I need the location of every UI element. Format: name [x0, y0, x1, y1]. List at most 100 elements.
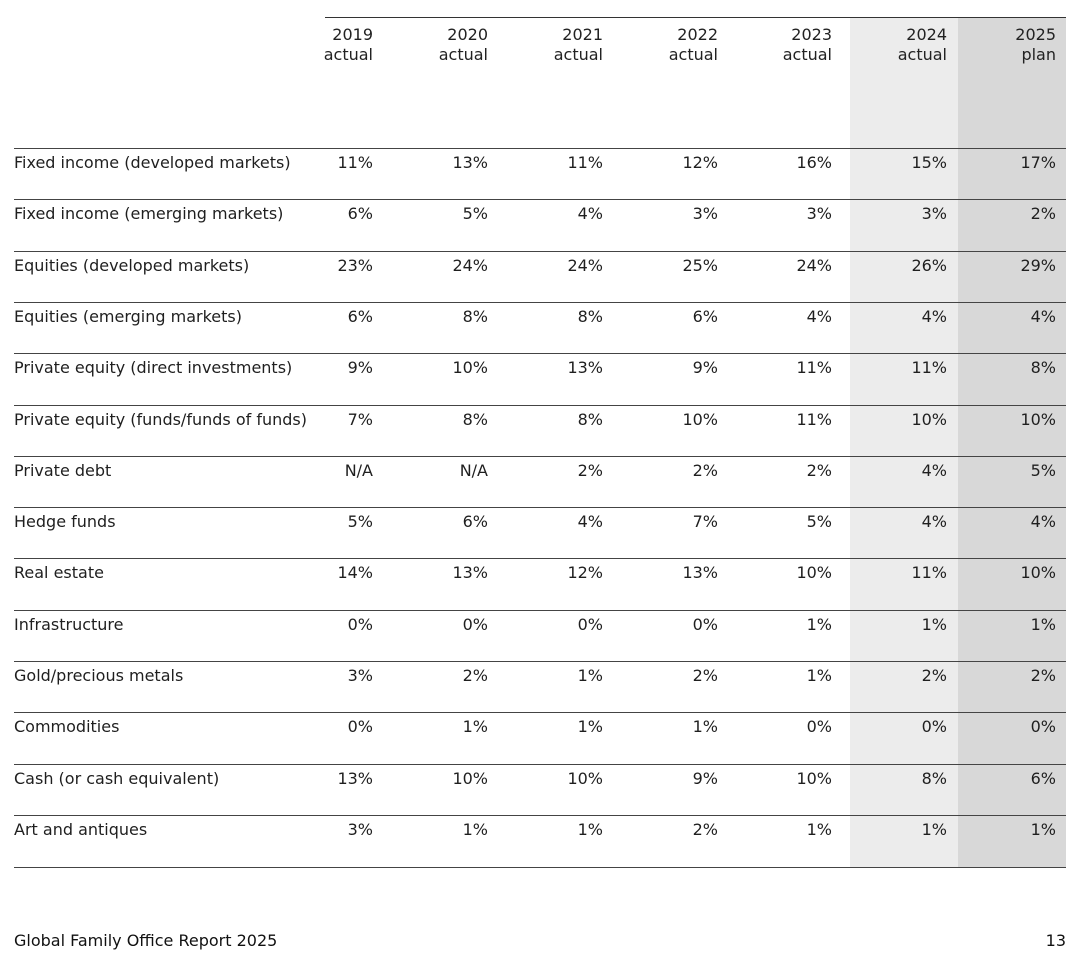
- table-cell: 26%: [911, 255, 947, 275]
- table-cell: 13%: [452, 153, 488, 172]
- column-header-2021: 2021 actual: [523, 25, 603, 65]
- column-header-2024: 2024 actual: [867, 25, 947, 65]
- column-header-kind: actual: [438, 45, 488, 64]
- table-cell: 29%: [1020, 255, 1056, 275]
- table-row: Hedge funds 5% 6% 4% 7% 5% 4% 4%: [14, 507, 1066, 559]
- table-cell: N/A: [459, 460, 488, 480]
- column-header-year: 2019: [332, 25, 373, 44]
- table-cell: 25%: [682, 255, 718, 275]
- column-header-year: 2023: [791, 25, 832, 44]
- column-header-year: 2024: [906, 25, 947, 44]
- table-cell: 0%: [692, 614, 718, 634]
- table-row: Commodities 0% 1% 1% 1% 0% 0% 0%: [14, 712, 1066, 764]
- column-header-kind: actual: [553, 45, 603, 64]
- table-cell: 1%: [577, 717, 603, 737]
- table-cell: 0%: [347, 717, 373, 737]
- row-label: Art and antiques: [14, 819, 148, 839]
- table-cell: 11%: [796, 409, 832, 429]
- table-cell: 2%: [806, 460, 832, 480]
- table-cell: 13%: [452, 563, 488, 583]
- table-cell: 1%: [462, 819, 488, 839]
- table-cell: 24%: [796, 255, 832, 275]
- table-cell: 0%: [347, 614, 373, 634]
- table-cell: 6%: [1030, 768, 1056, 788]
- table-cell: 4%: [921, 512, 947, 532]
- table-cell: 1%: [462, 717, 488, 737]
- table-cell: 16%: [796, 153, 832, 172]
- table-row: Gold/precious metals 3% 2% 1% 2% 1% 2% 2%: [14, 661, 1066, 713]
- report-title: Global Family Office Report 2025: [14, 931, 278, 950]
- column-shade-2025: [958, 18, 1066, 868]
- table-cell: 6%: [692, 306, 718, 326]
- table-cell: 5%: [806, 512, 832, 532]
- table-cell: 8%: [462, 409, 488, 429]
- table-cell: 4%: [577, 512, 603, 532]
- table-cell: 11%: [911, 358, 947, 378]
- table-row: Private debt N/A N/A 2% 2% 2% 4% 5%: [14, 455, 1066, 508]
- table-cell: 11%: [911, 563, 947, 583]
- allocation-table: 2019 actual 2020 actual 2021 actual 2022 actual…: [14, 17, 1066, 868]
- table-cell: 10%: [452, 768, 488, 788]
- table-cell: 3%: [347, 819, 373, 839]
- row-label: Equities (emerging markets): [14, 306, 242, 326]
- table-cell: 8%: [1030, 358, 1056, 378]
- table-cell: 11%: [796, 358, 832, 378]
- row-label: Fixed income (emerging markets): [14, 204, 284, 224]
- table-cell: 10%: [1020, 409, 1056, 429]
- table-cell: 7%: [692, 512, 718, 532]
- table-cell: 1%: [577, 666, 603, 685]
- row-label: Private debt: [14, 460, 112, 480]
- table-cell: 9%: [347, 358, 373, 378]
- table-cell: 6%: [347, 204, 373, 224]
- row-label: Infrastructure: [14, 614, 124, 634]
- table-cell: 10%: [911, 409, 947, 429]
- table-row: Art and antiques 3% 1% 1% 2% 1% 1% 1%: [14, 814, 1066, 868]
- table-cell: 0%: [577, 614, 603, 634]
- table-cell: 2%: [577, 460, 603, 480]
- table-cell: 17%: [1020, 153, 1056, 172]
- row-label: Gold/precious metals: [14, 666, 184, 685]
- table-cell: 3%: [692, 204, 718, 224]
- table-cell: 13%: [567, 358, 603, 378]
- table-cell: 6%: [347, 306, 373, 326]
- table-cell: 5%: [1030, 460, 1056, 480]
- table-row: Private equity (direct investments) 9% 10%…: [14, 353, 1066, 405]
- table-cell: 0%: [1030, 717, 1056, 737]
- column-shade-2024: [850, 18, 958, 868]
- table-row: Equities (emerging markets) 6% 8% 8% 6% 4% 4% 4…: [14, 301, 1066, 354]
- row-label: Cash (or cash equivalent): [14, 768, 220, 788]
- row-label: Private equity (funds/funds of funds): [14, 409, 307, 429]
- table-cell: 4%: [806, 306, 832, 326]
- table-cell: 3%: [806, 204, 832, 224]
- table-cell: 8%: [577, 306, 603, 326]
- table-cell: 11%: [567, 153, 603, 172]
- table-cell: 1%: [692, 717, 718, 737]
- table-header: 2019 actual 2020 actual 2021 actual 2022 actual…: [324, 17, 1066, 64]
- column-header-year: 2021: [562, 25, 603, 44]
- column-header-kind: actual: [897, 45, 947, 64]
- column-header-year: 2022: [677, 25, 718, 44]
- table-cell: 8%: [577, 409, 603, 429]
- table-cell: 1%: [806, 614, 832, 634]
- table-cell: 1%: [806, 819, 832, 839]
- table-row: Cash (or cash equivalent) 13% 10% 10% 9% 10% 8…: [14, 763, 1066, 816]
- table-cell: 1%: [1030, 614, 1056, 634]
- table-cell: 2%: [692, 460, 718, 480]
- table-cell: 1%: [921, 819, 947, 839]
- table-cell: 12%: [567, 563, 603, 583]
- table-cell: 5%: [347, 512, 373, 532]
- table-cell: 13%: [682, 563, 718, 583]
- table-cell: 10%: [567, 768, 603, 788]
- table-cell: 10%: [796, 768, 832, 788]
- table-cell: 4%: [1030, 512, 1056, 532]
- table-cell: 11%: [337, 153, 373, 172]
- table-cell: 15%: [911, 153, 947, 172]
- column-header-2019: 2019 actual: [293, 25, 373, 65]
- row-label: Equities (developed markets): [14, 255, 250, 275]
- table-cell: 3%: [921, 204, 947, 224]
- page-number: 13: [1045, 931, 1066, 950]
- table-cell: 1%: [577, 819, 603, 839]
- table-cell: 2%: [692, 819, 718, 839]
- table-cell: 8%: [921, 768, 947, 788]
- row-label: Fixed income (developed markets): [14, 153, 291, 172]
